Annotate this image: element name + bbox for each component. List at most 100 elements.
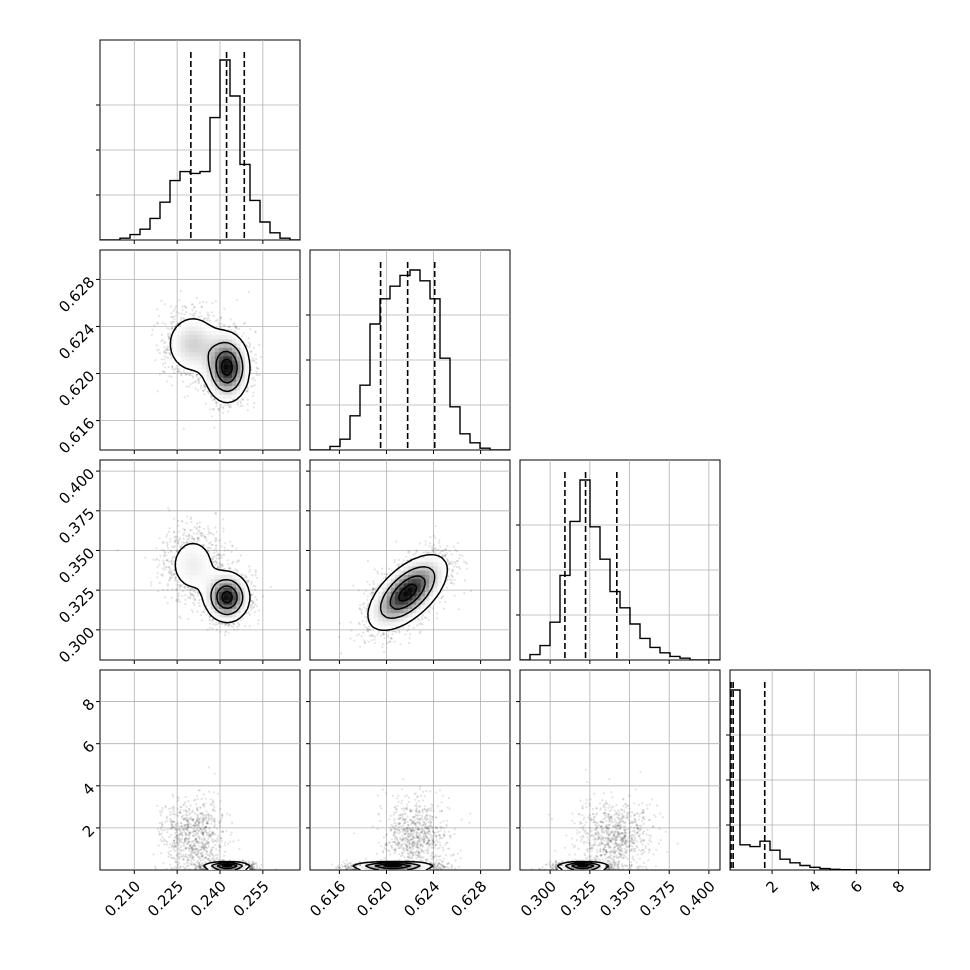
sample-point — [196, 537, 199, 540]
density-cell — [214, 347, 220, 353]
sample-point — [197, 377, 200, 380]
sample-point — [161, 541, 164, 544]
density-cell — [227, 364, 233, 370]
sample-point — [189, 373, 192, 376]
density-cell — [185, 579, 190, 584]
sample-point — [176, 549, 179, 553]
sample-point — [206, 628, 209, 632]
sample-point — [255, 357, 258, 360]
density-cell — [227, 574, 233, 580]
density-cell — [202, 570, 207, 576]
sample-point — [227, 328, 230, 332]
sample-point — [198, 526, 201, 529]
density-cell — [197, 587, 203, 593]
sample-point — [222, 407, 225, 410]
sample-point — [168, 527, 171, 530]
density-cell — [206, 591, 212, 597]
sample-point — [215, 557, 218, 560]
sample-point — [207, 533, 210, 536]
sample-point — [116, 549, 119, 552]
density-cell — [219, 613, 224, 618]
sample-point — [204, 535, 207, 539]
sample-point — [197, 602, 200, 605]
sample-point — [225, 623, 228, 626]
sample-point — [196, 389, 199, 392]
sample-point — [241, 398, 244, 401]
sample-point — [177, 370, 180, 373]
sample-point — [170, 545, 174, 548]
density-cell — [189, 562, 195, 567]
sample-point — [210, 311, 213, 314]
sample-point — [226, 549, 229, 552]
sample-point — [176, 600, 179, 603]
density-cell — [202, 587, 207, 593]
sample-point — [203, 534, 206, 538]
sample-point — [214, 623, 217, 626]
sample-point — [231, 545, 234, 548]
sample-point — [177, 367, 180, 370]
density-cell — [193, 318, 199, 323]
density-cell — [206, 326, 212, 332]
sample-point — [245, 344, 249, 347]
density-cell — [210, 596, 216, 601]
sample-point — [251, 599, 254, 603]
density-cell — [185, 339, 190, 345]
sample-point — [151, 328, 154, 331]
sample-point — [163, 551, 166, 555]
sample-point — [203, 385, 206, 388]
sample-point — [249, 328, 252, 331]
density-cell — [202, 343, 207, 349]
sample-point — [186, 588, 189, 591]
sample-point — [200, 314, 203, 317]
density-cell — [206, 364, 212, 370]
sample-point — [227, 623, 231, 626]
sample-point — [178, 584, 181, 587]
sample-point — [150, 333, 153, 336]
sample-point — [244, 575, 248, 578]
sample-point — [181, 308, 184, 311]
density-cell — [197, 579, 203, 584]
density-cell — [172, 352, 177, 357]
sample-point — [217, 322, 220, 325]
sample-point — [206, 319, 209, 322]
density-cell — [176, 356, 182, 362]
density-cell — [189, 570, 195, 576]
density-cell — [210, 600, 216, 606]
density-cell — [202, 339, 207, 345]
sample-point — [229, 540, 232, 543]
density-cell — [210, 356, 216, 362]
sample-point — [228, 406, 231, 409]
sample-point — [212, 560, 215, 564]
density-cell — [214, 587, 220, 593]
sample-point — [217, 553, 220, 556]
sample-point — [244, 574, 247, 577]
sample-point — [228, 325, 231, 329]
sample-point — [172, 546, 175, 549]
sample-point — [167, 365, 170, 369]
density-cell — [197, 326, 203, 332]
panel-1-1 — [306, 249, 511, 454]
sample-point — [203, 536, 206, 539]
sample-point — [160, 573, 163, 576]
sample-point — [182, 534, 185, 537]
sample-point — [183, 528, 187, 531]
density-cell — [197, 574, 203, 580]
sample-point — [219, 553, 222, 557]
density-cell — [206, 330, 212, 336]
density-cell — [240, 352, 246, 357]
sample-point — [252, 347, 255, 350]
sample-point — [192, 595, 195, 598]
density-cell — [180, 339, 186, 345]
sample-point — [202, 543, 205, 547]
sample-point — [196, 610, 199, 613]
density-cell — [210, 570, 216, 576]
sample-point — [198, 301, 201, 304]
density-cell — [185, 356, 190, 362]
sample-point — [207, 530, 210, 533]
sample-point — [248, 613, 251, 616]
density-cell — [240, 600, 246, 606]
density-cell — [189, 566, 195, 572]
density-cell — [240, 587, 246, 593]
density-cell — [210, 339, 216, 345]
density-cell — [231, 369, 237, 374]
